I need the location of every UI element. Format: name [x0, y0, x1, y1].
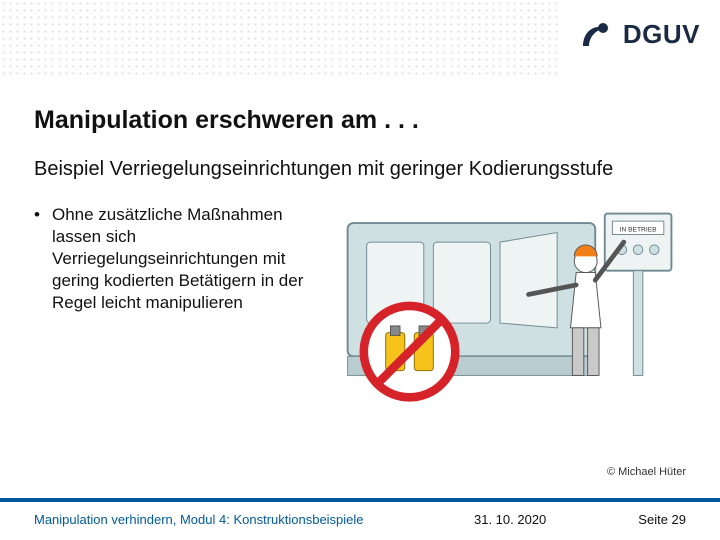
panel-label: IN BETRIEB	[620, 227, 658, 234]
slide-subtitle: Beispiel Verriegelungseinrichtungen mit …	[34, 157, 686, 182]
illustration: IN BETRIEB	[314, 204, 686, 404]
slide-title: Manipulation erschweren am . . .	[34, 106, 686, 135]
image-credit: © Michael Hüter	[607, 466, 686, 478]
dguv-logo-text: DGUV	[623, 19, 700, 50]
body-row: Ohne zusätzliche Maßnahmen lassen sich V…	[34, 204, 686, 404]
bullet-list: Ohne zusätzliche Maßnahmen lassen sich V…	[34, 204, 304, 314]
footer-module-title: Manipulation verhindern, Modul 4: Konstr…	[34, 512, 364, 527]
footer-accent-stripe	[0, 498, 720, 502]
slide-content: Manipulation erschweren am . . . Beispie…	[0, 78, 720, 404]
footer-page-number: Seite 29	[638, 512, 686, 527]
footer-date: 31. 10. 2020	[474, 512, 546, 527]
footer: Manipulation verhindern, Modul 4: Konstr…	[0, 498, 720, 540]
header-dot-pattern	[0, 0, 560, 78]
bullet-item: Ohne zusätzliche Maßnahmen lassen sich V…	[34, 204, 304, 314]
header-band: DGUV	[0, 0, 720, 78]
prohibition-sign-icon	[364, 306, 455, 397]
dguv-logo-icon	[579, 16, 615, 52]
illustration-svg: IN BETRIEB	[314, 204, 686, 404]
dguv-logo: DGUV	[579, 16, 700, 52]
